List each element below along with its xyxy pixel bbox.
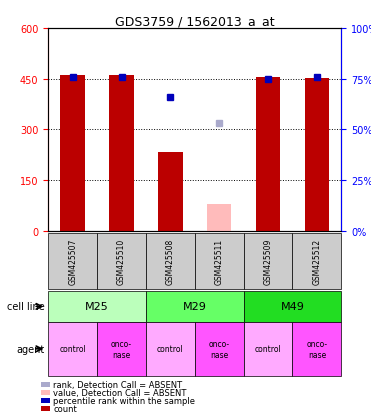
Text: onco-
nase: onco- nase xyxy=(306,339,328,358)
Text: GSM425509: GSM425509 xyxy=(263,238,273,285)
Text: GSM425510: GSM425510 xyxy=(117,238,126,284)
Text: M49: M49 xyxy=(280,301,305,312)
Text: GSM425508: GSM425508 xyxy=(166,238,175,284)
Text: control: control xyxy=(255,344,282,354)
Text: cell line: cell line xyxy=(7,301,45,312)
Text: count: count xyxy=(53,404,77,413)
Title: GDS3759 / 1562013_a_at: GDS3759 / 1562013_a_at xyxy=(115,15,275,28)
Bar xyxy=(256,78,280,231)
Text: onco-
nase: onco- nase xyxy=(111,339,132,358)
Text: GSM425511: GSM425511 xyxy=(215,238,224,284)
Text: M29: M29 xyxy=(183,301,207,312)
Text: GSM425507: GSM425507 xyxy=(68,238,77,285)
Text: onco-
nase: onco- nase xyxy=(209,339,230,358)
Text: control: control xyxy=(157,344,184,354)
Bar xyxy=(109,76,134,231)
Text: GSM425512: GSM425512 xyxy=(312,238,321,284)
Bar xyxy=(158,153,183,231)
Text: percentile rank within the sample: percentile rank within the sample xyxy=(53,396,195,405)
Text: control: control xyxy=(59,344,86,354)
Text: M25: M25 xyxy=(85,301,109,312)
Text: agent: agent xyxy=(16,344,45,354)
Bar xyxy=(305,79,329,231)
Text: value, Detection Call = ABSENT: value, Detection Call = ABSENT xyxy=(53,388,187,397)
Bar xyxy=(60,76,85,231)
Text: rank, Detection Call = ABSENT: rank, Detection Call = ABSENT xyxy=(53,380,182,389)
Bar xyxy=(207,205,232,231)
